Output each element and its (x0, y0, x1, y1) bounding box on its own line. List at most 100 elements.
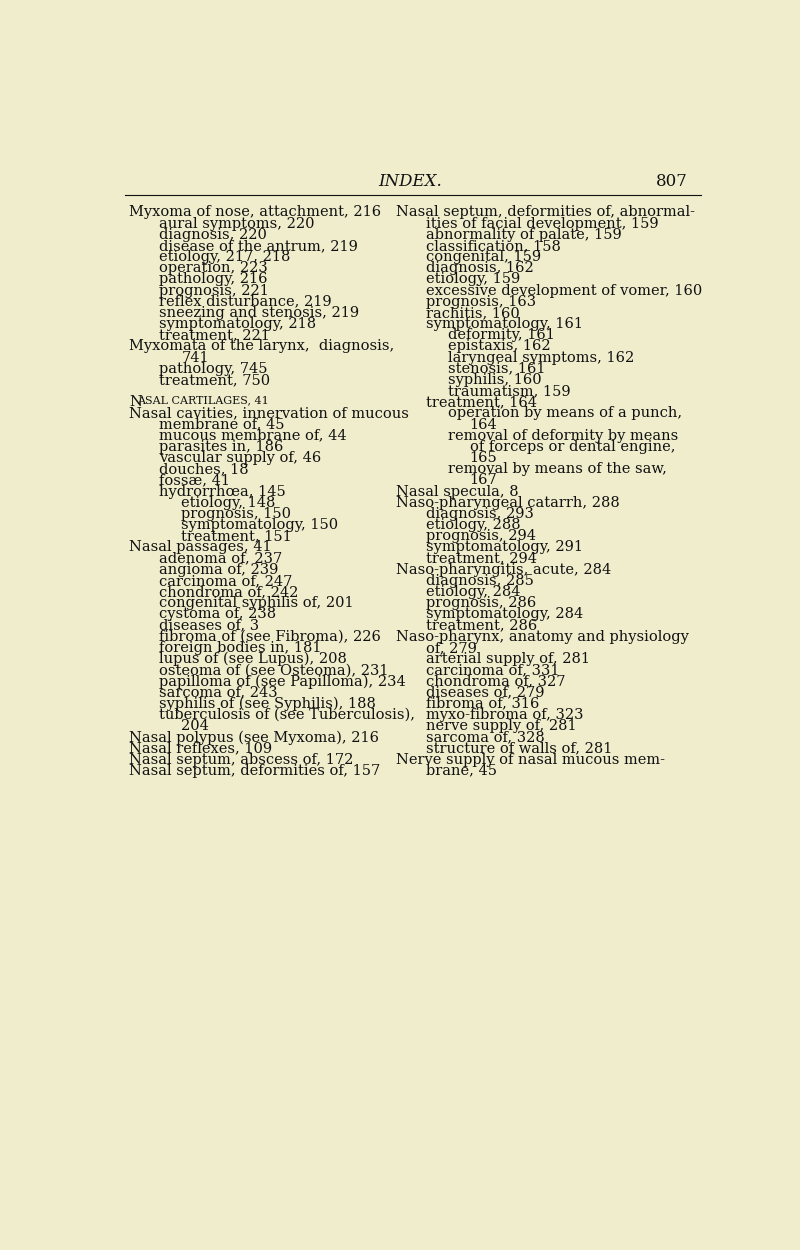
Text: fibroma of, 316: fibroma of, 316 (426, 696, 539, 711)
Text: diagnosis, 285: diagnosis, 285 (426, 574, 534, 588)
Text: classification, 158: classification, 158 (426, 239, 560, 252)
Text: douches, 18: douches, 18 (159, 462, 249, 476)
Text: ities of facial development, 159: ities of facial development, 159 (426, 216, 658, 230)
Text: disease of the antrum, 219: disease of the antrum, 219 (159, 239, 358, 252)
Text: syphilis of (see Syphilis), 188: syphilis of (see Syphilis), 188 (159, 696, 376, 711)
Text: tuberculosis of (see Tuberculosis),: tuberculosis of (see Tuberculosis), (159, 707, 415, 721)
Text: congenital, 159: congenital, 159 (426, 250, 541, 264)
Text: carcinoma of, 331: carcinoma of, 331 (426, 664, 559, 678)
Text: 204: 204 (182, 719, 210, 732)
Text: brane, 45: brane, 45 (426, 764, 497, 778)
Text: sarcoma of, 243: sarcoma of, 243 (159, 685, 278, 700)
Text: 165: 165 (470, 451, 498, 465)
Text: sneezing and stenosis, 219: sneezing and stenosis, 219 (159, 306, 359, 320)
Text: chondroma of, 242: chondroma of, 242 (159, 585, 298, 599)
Text: diseases of, 3: diseases of, 3 (159, 619, 259, 632)
Text: symptomatology, 150: symptomatology, 150 (182, 518, 338, 532)
Text: adenoma of, 237: adenoma of, 237 (159, 551, 282, 565)
Text: nerve supply of, 281: nerve supply of, 281 (426, 719, 576, 732)
Text: treatment, 164: treatment, 164 (426, 395, 537, 409)
Text: 167: 167 (470, 474, 498, 488)
Text: prognosis, 150: prognosis, 150 (182, 508, 291, 521)
Text: cystoma of, 238: cystoma of, 238 (159, 608, 276, 621)
Text: hydrorrhœa, 145: hydrorrhœa, 145 (159, 485, 286, 499)
Text: vascular supply of, 46: vascular supply of, 46 (159, 451, 321, 465)
Text: pathology, 745: pathology, 745 (159, 361, 267, 376)
Text: diagnosis, 293: diagnosis, 293 (426, 508, 534, 521)
Text: treatment, 286: treatment, 286 (426, 619, 537, 632)
Text: Nasal cavities, innervation of mucous: Nasal cavities, innervation of mucous (130, 406, 410, 420)
Text: removal of deformity by means: removal of deformity by means (448, 429, 678, 442)
Text: Nasal passages, 41: Nasal passages, 41 (130, 540, 272, 555)
Text: etiology, 148: etiology, 148 (182, 496, 276, 510)
Text: Nerve supply of nasal mucous mem-: Nerve supply of nasal mucous mem- (396, 752, 665, 766)
Text: removal by means of the saw,: removal by means of the saw, (448, 462, 667, 476)
Text: etiology, 288: etiology, 288 (426, 518, 520, 532)
Text: symptomatology, 284: symptomatology, 284 (426, 608, 582, 621)
Text: 741: 741 (182, 350, 209, 365)
Text: treatment, 221: treatment, 221 (159, 329, 270, 342)
Text: Naso-pharyngitis, acute, 284: Naso-pharyngitis, acute, 284 (396, 562, 611, 576)
Text: pathology, 216: pathology, 216 (159, 272, 267, 286)
Text: carcinoma of, 247: carcinoma of, 247 (159, 574, 292, 588)
Text: Nasal specula, 8: Nasal specula, 8 (396, 485, 518, 499)
Text: etiology, 217, 218: etiology, 217, 218 (159, 250, 290, 264)
Text: congenital syphilis of, 201: congenital syphilis of, 201 (159, 596, 354, 610)
Text: prognosis, 163: prognosis, 163 (426, 295, 536, 309)
Text: Nasal polypus (see Myxoma), 216: Nasal polypus (see Myxoma), 216 (130, 730, 379, 745)
Text: treatment, 750: treatment, 750 (159, 372, 270, 388)
Text: angioma of, 239: angioma of, 239 (159, 562, 278, 576)
Text: structure of walls of, 281: structure of walls of, 281 (426, 741, 612, 755)
Text: deformity, 161: deformity, 161 (448, 329, 555, 342)
Text: diagnosis, 220: diagnosis, 220 (159, 228, 266, 241)
Text: stenosis, 161: stenosis, 161 (448, 361, 546, 376)
Text: laryngeal symptoms, 162: laryngeal symptoms, 162 (448, 350, 634, 365)
Text: lupus of (see Lupus), 208: lupus of (see Lupus), 208 (159, 652, 346, 666)
Text: syphilis, 160: syphilis, 160 (448, 372, 542, 388)
Text: treatment, 294: treatment, 294 (426, 551, 537, 565)
Text: etiology, 159: etiology, 159 (426, 272, 520, 286)
Text: Nasal reflexes, 109: Nasal reflexes, 109 (130, 741, 273, 755)
Text: foreign bodies in, 181: foreign bodies in, 181 (159, 641, 322, 655)
Text: abnormality of palate, 159: abnormality of palate, 159 (426, 228, 622, 241)
Text: operation, 223: operation, 223 (159, 261, 268, 275)
Text: of forceps or dental engine,: of forceps or dental engine, (470, 440, 675, 454)
Text: aural symptoms, 220: aural symptoms, 220 (159, 216, 314, 230)
Text: prognosis, 294: prognosis, 294 (426, 529, 535, 544)
Text: traumatism, 159: traumatism, 159 (448, 384, 570, 398)
Text: etiology, 284: etiology, 284 (426, 585, 520, 599)
Text: symptomatology, 291: symptomatology, 291 (426, 540, 582, 555)
Text: Nasal septum, deformities of, abnormal-: Nasal septum, deformities of, abnormal- (396, 205, 695, 220)
Text: fossæ, 41: fossæ, 41 (159, 474, 230, 488)
Text: Nasal septum, deformities of, 157: Nasal septum, deformities of, 157 (130, 764, 381, 778)
Text: membrane of, 45: membrane of, 45 (159, 418, 285, 431)
Text: symptomatology, 161: symptomatology, 161 (426, 318, 582, 331)
Text: prognosis, 221: prognosis, 221 (159, 284, 269, 298)
Text: epistaxis, 162: epistaxis, 162 (448, 340, 550, 354)
Text: diseases of, 279: diseases of, 279 (426, 685, 544, 700)
Text: Myxomata of the larynx,  diagnosis,: Myxomata of the larynx, diagnosis, (130, 340, 394, 354)
Text: Naso-pharynx, anatomy and physiology: Naso-pharynx, anatomy and physiology (396, 630, 689, 644)
Text: fibroma of (see Fibroma), 226: fibroma of (see Fibroma), 226 (159, 630, 381, 644)
Text: parasites in, 186: parasites in, 186 (159, 440, 283, 454)
Text: sarcoma of, 328: sarcoma of, 328 (426, 730, 544, 744)
Text: papilloma of (see Papilloma), 234: papilloma of (see Papilloma), 234 (159, 674, 406, 689)
Text: chondroma of, 327: chondroma of, 327 (426, 674, 565, 689)
Text: prognosis, 286: prognosis, 286 (426, 596, 536, 610)
Text: Myxoma of nose, attachment, 216: Myxoma of nose, attachment, 216 (130, 205, 382, 220)
Text: diagnosis, 162: diagnosis, 162 (426, 261, 534, 275)
Text: rachitis, 160: rachitis, 160 (426, 306, 519, 320)
Text: 807: 807 (655, 173, 687, 190)
Text: Naso-pharyngeal catarrh, 288: Naso-pharyngeal catarrh, 288 (396, 496, 620, 510)
Text: myxo-fibroma of, 323: myxo-fibroma of, 323 (426, 707, 583, 721)
Text: operation by means of a punch,: operation by means of a punch, (448, 406, 682, 420)
Text: ASAL CARTILAGES, 41: ASAL CARTILAGES, 41 (137, 395, 269, 405)
Text: treatment, 151: treatment, 151 (182, 529, 292, 544)
Text: mucous membrane of, 44: mucous membrane of, 44 (159, 429, 346, 442)
Text: N: N (130, 395, 142, 409)
Text: arterial supply of, 281: arterial supply of, 281 (426, 652, 590, 666)
Text: of, 279: of, 279 (426, 641, 476, 655)
Text: INDEX.: INDEX. (378, 173, 442, 190)
Text: osteoma of (see Osteoma), 231: osteoma of (see Osteoma), 231 (159, 664, 389, 678)
Text: Nasal septum, abscess of, 172: Nasal septum, abscess of, 172 (130, 752, 354, 766)
